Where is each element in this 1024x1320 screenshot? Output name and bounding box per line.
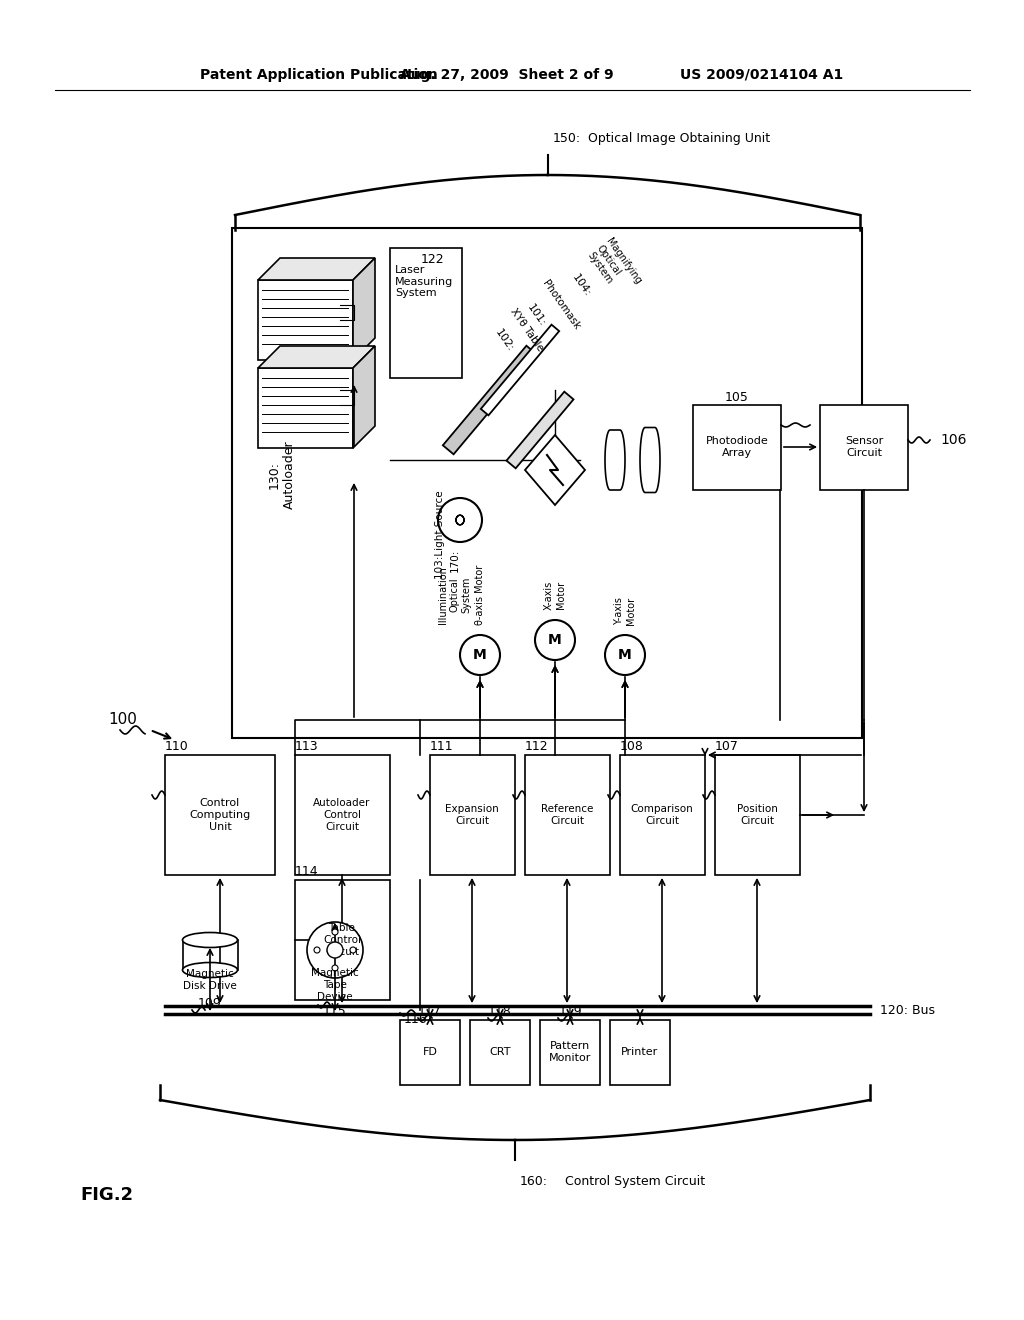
Text: 115: 115 <box>324 1005 347 1018</box>
Polygon shape <box>258 346 375 368</box>
Text: Aug. 27, 2009  Sheet 2 of 9: Aug. 27, 2009 Sheet 2 of 9 <box>400 69 613 82</box>
Text: 112: 112 <box>525 741 549 752</box>
Text: 160:: 160: <box>520 1175 548 1188</box>
Text: Sensor
Circuit: Sensor Circuit <box>845 436 883 458</box>
Circle shape <box>605 635 645 675</box>
Text: 113: 113 <box>295 741 318 752</box>
Text: 130:: 130: <box>268 461 281 488</box>
Bar <box>715 755 800 875</box>
Text: CRT: CRT <box>489 1047 511 1057</box>
Text: Y-axis
Motor: Y-axis Motor <box>614 597 636 624</box>
Polygon shape <box>442 346 538 454</box>
Bar <box>540 1020 600 1085</box>
Circle shape <box>307 921 362 978</box>
Text: Laser
Measuring
System: Laser Measuring System <box>395 265 454 298</box>
Bar <box>430 755 515 875</box>
Polygon shape <box>353 257 375 360</box>
Text: 122: 122 <box>420 253 443 267</box>
Text: Table
Control
Circuit: Table Control Circuit <box>323 924 361 957</box>
Polygon shape <box>605 430 625 490</box>
Polygon shape <box>640 428 660 492</box>
Text: 119: 119 <box>558 1005 582 1018</box>
Text: Illumination
Optical
System: Illumination Optical System <box>438 566 472 624</box>
Text: 109: 109 <box>198 997 222 1010</box>
Circle shape <box>438 498 482 543</box>
Text: 105: 105 <box>725 391 749 404</box>
Circle shape <box>332 965 338 972</box>
Text: 100: 100 <box>108 713 137 727</box>
Polygon shape <box>481 325 559 416</box>
Polygon shape <box>525 436 585 506</box>
Bar <box>400 1020 460 1085</box>
Bar <box>390 248 462 378</box>
Bar <box>820 405 908 490</box>
Text: 120: Bus: 120: Bus <box>880 1003 935 1016</box>
Text: Control
Computing
Unit: Control Computing Unit <box>189 799 251 832</box>
Text: 114: 114 <box>295 865 318 878</box>
Text: 117: 117 <box>418 1005 442 1018</box>
Circle shape <box>327 942 343 958</box>
Text: XYθ Table: XYθ Table <box>508 306 545 354</box>
Text: 107: 107 <box>715 741 739 752</box>
Bar <box>525 755 610 875</box>
Polygon shape <box>507 392 573 469</box>
Ellipse shape <box>182 932 238 948</box>
Polygon shape <box>258 257 375 280</box>
Circle shape <box>350 946 356 953</box>
Text: 118: 118 <box>488 1005 512 1018</box>
Bar <box>165 755 275 875</box>
Text: Comparison
Circuit: Comparison Circuit <box>631 804 693 826</box>
Bar <box>470 1020 530 1085</box>
Circle shape <box>460 635 500 675</box>
Text: 103:Light Source: 103:Light Source <box>435 491 445 579</box>
Text: Optical Image Obtaining Unit: Optical Image Obtaining Unit <box>588 132 770 145</box>
Text: M: M <box>548 634 562 647</box>
Text: M: M <box>473 648 486 663</box>
Bar <box>693 405 781 490</box>
Text: Pattern
Monitor: Pattern Monitor <box>549 1041 591 1063</box>
Text: X-axis
Motor: X-axis Motor <box>544 581 566 610</box>
Text: Autoloader: Autoloader <box>283 441 296 510</box>
Text: US 2009/0214104 A1: US 2009/0214104 A1 <box>680 69 843 82</box>
Circle shape <box>535 620 575 660</box>
Circle shape <box>332 929 338 935</box>
Text: FD: FD <box>423 1047 437 1057</box>
Polygon shape <box>353 346 375 447</box>
Bar <box>295 880 390 1001</box>
Text: 108: 108 <box>620 741 644 752</box>
Text: 150:: 150: <box>553 132 581 145</box>
Text: 102:: 102: <box>493 327 515 352</box>
Text: θ-axis Motor: θ-axis Motor <box>475 565 485 624</box>
Text: Photomask: Photomask <box>540 279 582 331</box>
Text: 111: 111 <box>430 741 454 752</box>
Text: 110: 110 <box>165 741 188 752</box>
Bar <box>620 755 705 875</box>
Ellipse shape <box>182 962 238 978</box>
Text: 104:: 104: <box>570 272 593 298</box>
Text: Control System Circuit: Control System Circuit <box>565 1175 706 1188</box>
Bar <box>258 280 353 360</box>
Text: Patent Application Publication: Patent Application Publication <box>200 69 437 82</box>
Text: FIG.2: FIG.2 <box>80 1185 133 1204</box>
Text: 106: 106 <box>940 433 967 447</box>
Bar <box>232 228 862 738</box>
Text: Autoloader
Control
Circuit: Autoloader Control Circuit <box>313 799 371 832</box>
Bar <box>295 755 390 875</box>
Text: 170:: 170: <box>450 548 460 572</box>
Text: Position
Circuit: Position Circuit <box>736 804 777 826</box>
Text: Printer: Printer <box>622 1047 658 1057</box>
Text: Magnifying
Optical
System: Magnifying Optical System <box>585 236 643 300</box>
Text: Reference
Circuit: Reference Circuit <box>541 804 593 826</box>
Text: 101:: 101: <box>525 302 547 327</box>
Text: Photodiode
Array: Photodiode Array <box>706 436 768 458</box>
Text: Expansion
Circuit: Expansion Circuit <box>445 804 499 826</box>
Bar <box>258 368 353 447</box>
Circle shape <box>314 946 319 953</box>
Text: Magnetic
Tape
Device: Magnetic Tape Device <box>311 969 358 1002</box>
Text: M: M <box>618 648 632 663</box>
Bar <box>610 1020 670 1085</box>
Text: Magnetic
Disk Drive: Magnetic Disk Drive <box>183 969 237 991</box>
Text: 116: 116 <box>403 1012 427 1026</box>
